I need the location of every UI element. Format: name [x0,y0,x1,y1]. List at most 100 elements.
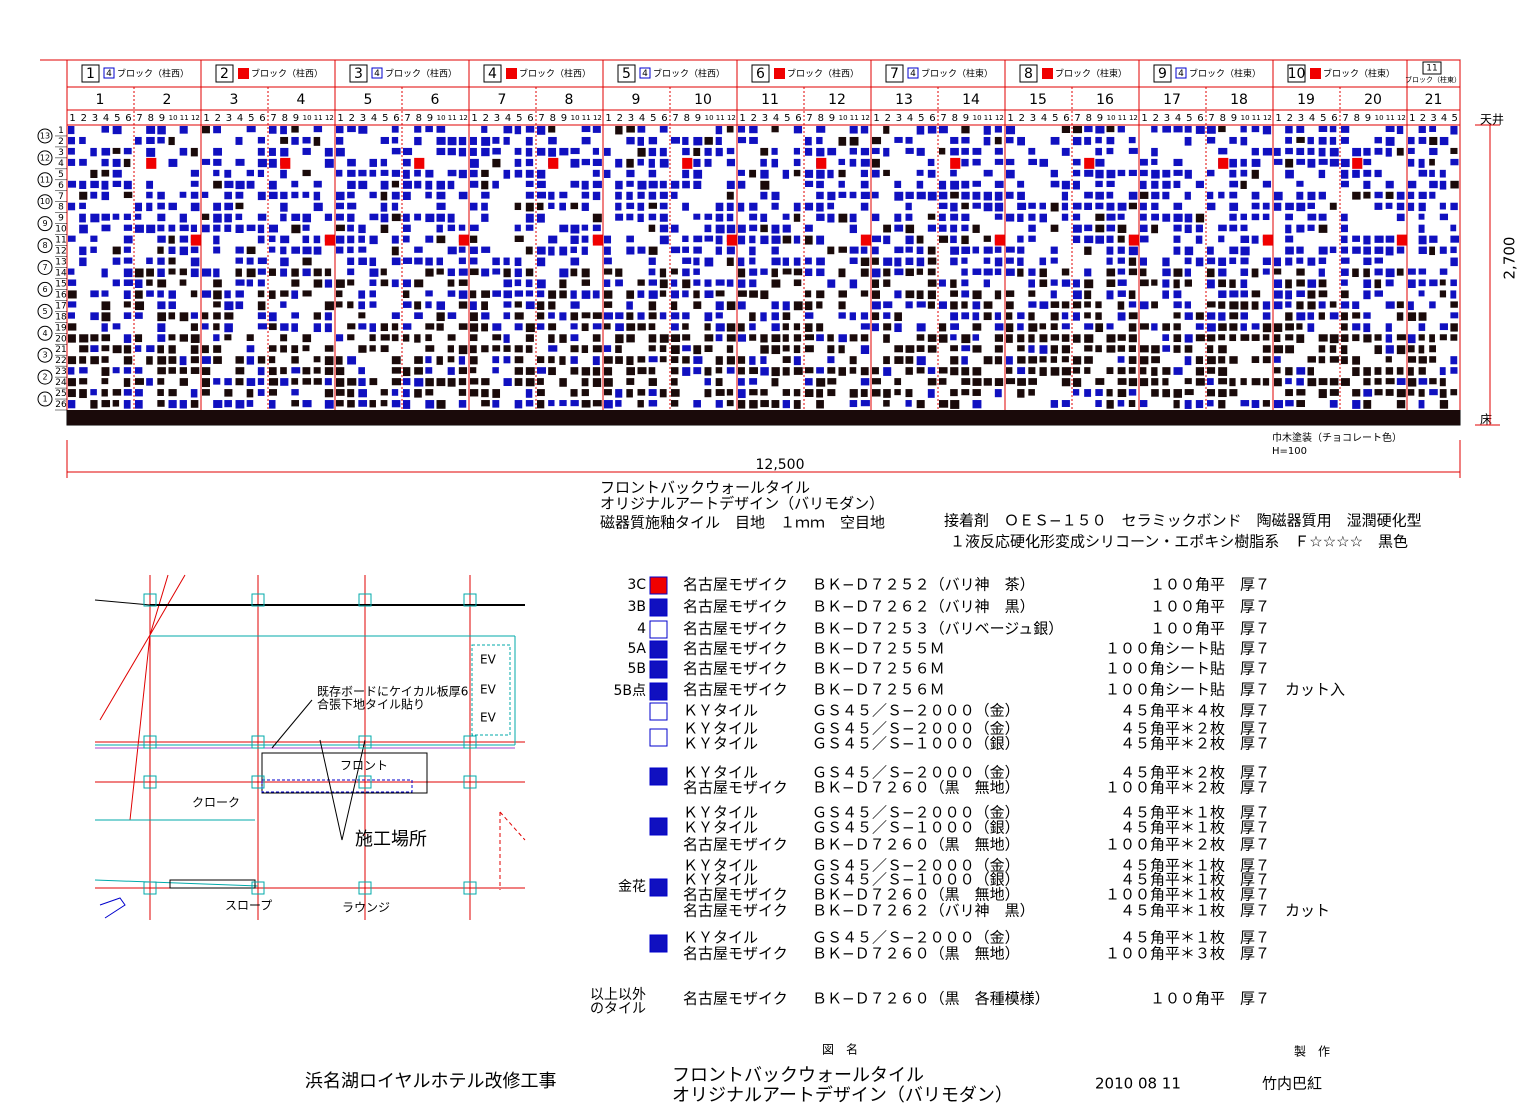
tile [1307,136,1314,145]
tile [1229,213,1237,221]
tile [637,323,646,331]
tile [581,290,591,299]
tile [336,290,343,298]
block-icon [1042,68,1053,79]
sub-column-number: 5 [1452,113,1458,124]
tile [68,147,75,155]
legend-product: ＢＫ−Ｄ７２６０（黒 無地） [812,779,1020,797]
tile [179,246,189,256]
tile [994,126,1002,133]
tile [447,268,455,277]
tile [481,246,491,253]
tile [90,147,97,157]
block-icon-label: 4 [910,69,916,79]
tile [1128,345,1136,353]
tile [369,334,376,342]
tile [1285,136,1292,144]
tile [726,279,734,287]
tile [771,323,780,332]
tile [380,224,389,233]
row-group-number: 1 [42,395,47,404]
tile [1050,169,1058,178]
sub-column-number: 4 [1441,113,1447,124]
sub-column-number: 10 [169,114,178,122]
tile [771,191,780,201]
tile [1318,301,1326,309]
tile [123,235,133,244]
tile [1084,169,1094,177]
tile [391,312,400,319]
tile [726,191,734,200]
tile [1106,136,1115,145]
tile [1162,191,1170,200]
tile [648,136,658,145]
tile [1095,147,1102,156]
tile [916,180,924,189]
row-group-circle [37,238,53,254]
tile [1162,268,1171,277]
tile [637,191,645,199]
tile [592,158,602,167]
tile [726,147,735,155]
sub-column-number: 4 [1041,113,1047,124]
tile [1429,191,1436,199]
tile [749,235,756,244]
legend-code: 5A [628,641,647,657]
tile [849,400,858,408]
tile [950,157,961,169]
tile [436,191,446,200]
tile [1073,279,1080,288]
tile [905,235,914,245]
tile [1240,235,1250,243]
tile [872,169,880,178]
tile [213,378,221,385]
tile [1106,126,1115,133]
tile [1307,202,1315,209]
tile [860,345,870,354]
tile [827,246,835,255]
tile [570,290,577,299]
tile [68,202,76,211]
tile [749,268,758,276]
tile [1251,191,1260,200]
tile [403,213,410,222]
tile [1307,367,1315,376]
tile [1184,301,1192,309]
tile [671,345,680,354]
legend-product: ＧＳ４５／Ｓ−１０００（銀） [812,871,1020,889]
tile [503,290,513,299]
tile [916,367,925,374]
tile [939,224,947,232]
tile [425,180,433,190]
tile [514,126,522,135]
tile [470,301,477,311]
tile [916,334,925,341]
block-label: ブロック（柱東） [1323,68,1395,80]
tile [615,334,624,344]
tile [1117,312,1126,321]
tile [269,224,279,233]
sub-column-number: 1 [337,113,343,124]
tile [313,246,322,255]
tile [1117,268,1126,275]
tile [68,279,77,286]
tile [224,191,232,200]
tile [1285,246,1294,255]
tile [1140,235,1149,243]
tile [1251,126,1260,133]
tile [146,126,156,134]
tile [257,235,265,244]
tile [380,202,388,212]
tile [1017,202,1027,211]
tile [291,246,301,254]
tile [224,213,232,223]
tile [782,169,790,179]
tile [190,257,200,267]
legend-size: １００角平 [1150,598,1225,616]
tile [738,290,747,297]
tile [425,268,434,277]
sub-column-number: 4 [237,113,243,124]
tile [1374,290,1383,297]
tile [972,290,982,300]
tile [1173,323,1181,331]
